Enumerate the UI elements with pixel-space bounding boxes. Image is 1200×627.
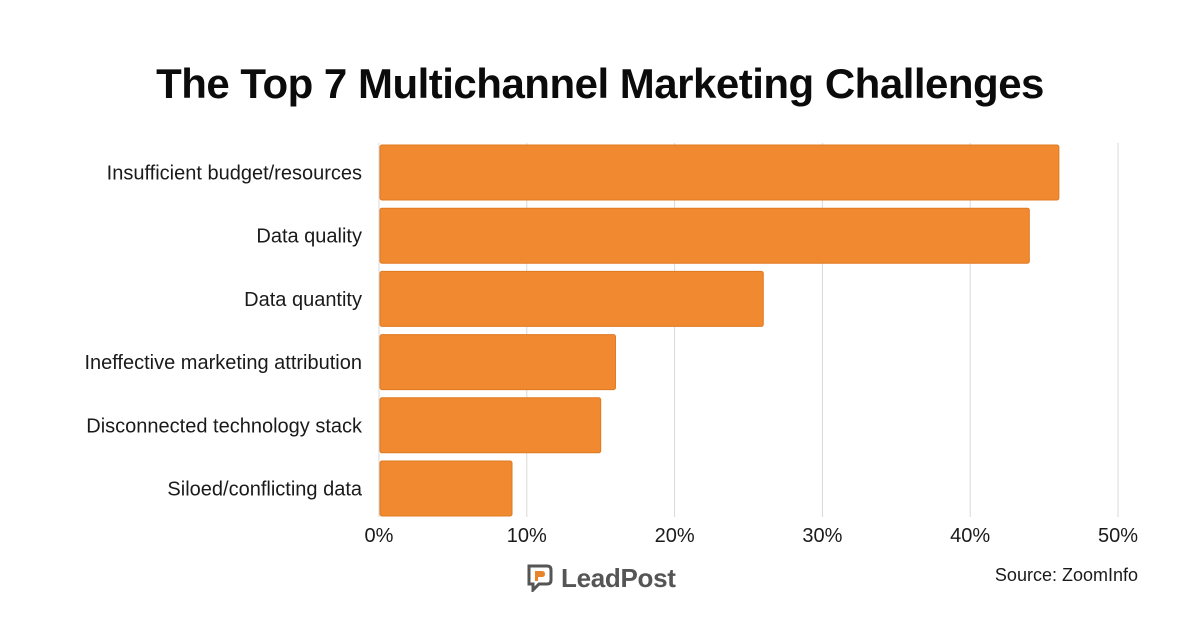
bar-1: [379, 144, 1060, 201]
category-label-1: Insufficient budget/resources: [107, 163, 362, 185]
chart-title: The Top 7 Multichannel Marketing Challen…: [156, 60, 1044, 107]
category-label-6: Siloed/conflicting data: [167, 479, 362, 501]
source-note: Source: ZoomInfo: [994, 565, 1138, 585]
x-tick-label-40: 40%: [950, 525, 990, 547]
x-axis-tick-labels: 0% 10% 20% 30% 40% 50%: [365, 525, 1139, 547]
x-tick-label-20: 20%: [655, 525, 695, 547]
bar-6: [379, 460, 513, 517]
bar-4: [379, 334, 616, 391]
category-label-2: Data quality: [256, 226, 362, 248]
category-labels: Insufficient budget/resources Data qualit…: [84, 163, 363, 501]
bar-5: [379, 397, 602, 454]
leadpost-logo: LeadPost: [527, 562, 676, 594]
leadpost-logo-icon: [527, 564, 553, 592]
gridlines: [378, 143, 1119, 517]
bar-2: [379, 207, 1030, 264]
category-label-4: Ineffective marketing attribution: [84, 352, 362, 374]
x-tick-label-0: 0%: [365, 525, 394, 547]
x-tick-label-10: 10%: [507, 525, 547, 547]
category-label-5: Disconnected technology stack: [86, 415, 363, 437]
bars: [379, 144, 1060, 517]
x-tick-label-50: 50%: [1098, 525, 1138, 547]
x-tick-label-30: 30%: [802, 525, 842, 547]
logo-text: LeadPost: [561, 562, 676, 593]
bar-3: [379, 270, 764, 327]
category-label-3: Data quantity: [244, 289, 362, 311]
